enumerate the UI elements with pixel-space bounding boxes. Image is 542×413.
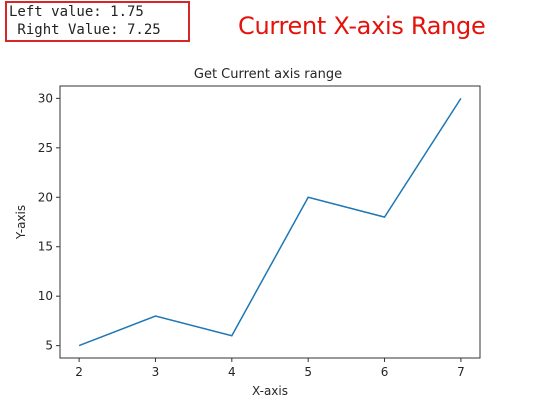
x-tick-label: 6 <box>381 365 389 379</box>
y-tick-label: 15 <box>38 240 53 254</box>
series-points <box>79 98 461 345</box>
right-value-text: Right Value: 7.25 <box>9 22 161 38</box>
x-axis-ticks: 2 3 4 5 6 7 <box>75 358 465 379</box>
x-axis-label: X-axis <box>252 384 288 398</box>
series-line <box>78 97 462 347</box>
y-tick-label: 20 <box>38 190 53 204</box>
x-tick-label: 7 <box>457 365 465 379</box>
y-axis-label: Y-axis <box>14 205 28 240</box>
y-tick-label: 5 <box>45 339 53 353</box>
left-value-text: Left value: 1.75 <box>9 4 144 20</box>
x-tick-label: 4 <box>228 365 236 379</box>
output-box: Left value: 1.75 Right Value: 7.25 <box>5 1 190 42</box>
x-tick-label: 5 <box>304 365 312 379</box>
plot-area <box>59 85 481 359</box>
headline: Current X-axis Range <box>238 12 486 40</box>
y-tick-label: 25 <box>38 141 53 155</box>
y-tick-label: 10 <box>38 289 53 303</box>
y-tick-label: 30 <box>38 91 53 105</box>
x-tick-label: 2 <box>75 365 83 379</box>
y-axis-ticks: 5 10 15 20 25 30 <box>38 91 60 353</box>
chart-title: Get Current axis range <box>194 67 342 82</box>
x-tick-label: 3 <box>152 365 160 379</box>
